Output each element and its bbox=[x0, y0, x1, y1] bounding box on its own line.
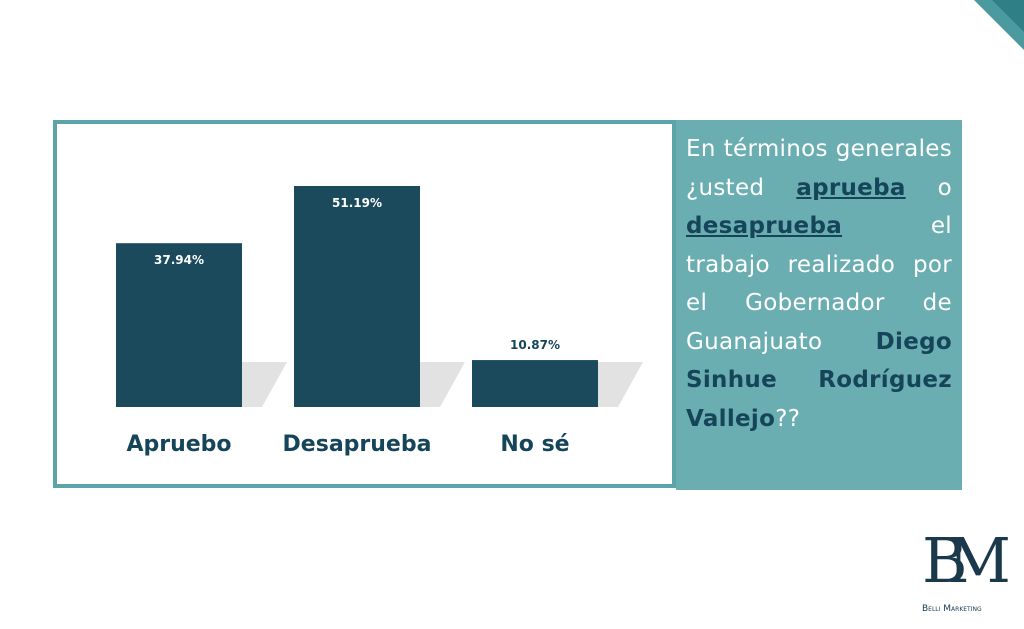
bar bbox=[294, 186, 420, 407]
logo: BM Belli Marketing bbox=[918, 528, 1018, 618]
question-highlight: aprueba bbox=[796, 174, 906, 201]
bar-shadow bbox=[598, 362, 643, 407]
question-name: Diego Sinhue Rodríguez Vallejo bbox=[686, 328, 952, 432]
chart: 37.94% Apruebo 51.19% Desaprueba 10.87% No sé bbox=[53, 120, 676, 488]
value-label: 51.19% bbox=[332, 196, 382, 210]
logo-monogram: BM bbox=[922, 524, 1011, 597]
logo-text: Belli Marketing bbox=[922, 604, 982, 614]
category-label: No sé bbox=[500, 432, 569, 457]
question-part: En términos generales ¿usted bbox=[686, 136, 952, 201]
bar bbox=[472, 360, 598, 407]
category-label: Apruebo bbox=[126, 432, 231, 457]
question-text: En términos generales ¿usted aprueba o d… bbox=[686, 130, 952, 438]
question-part: el trabajo realizado por el Gobernador d… bbox=[686, 213, 952, 355]
bar-shadow bbox=[242, 362, 287, 407]
question-part: ?? bbox=[775, 405, 801, 432]
category-label: Desaprueba bbox=[283, 432, 432, 457]
value-label: 37.94% bbox=[154, 253, 204, 267]
bar bbox=[116, 243, 242, 407]
bar-shadow bbox=[420, 362, 465, 407]
question-highlight: desaprueba bbox=[686, 213, 843, 239]
value-label: 10.87% bbox=[510, 338, 560, 352]
corner-decoration bbox=[974, 0, 1024, 50]
question-panel: En términos generales ¿usted aprueba o d… bbox=[676, 120, 962, 490]
question-part: o bbox=[937, 174, 952, 201]
